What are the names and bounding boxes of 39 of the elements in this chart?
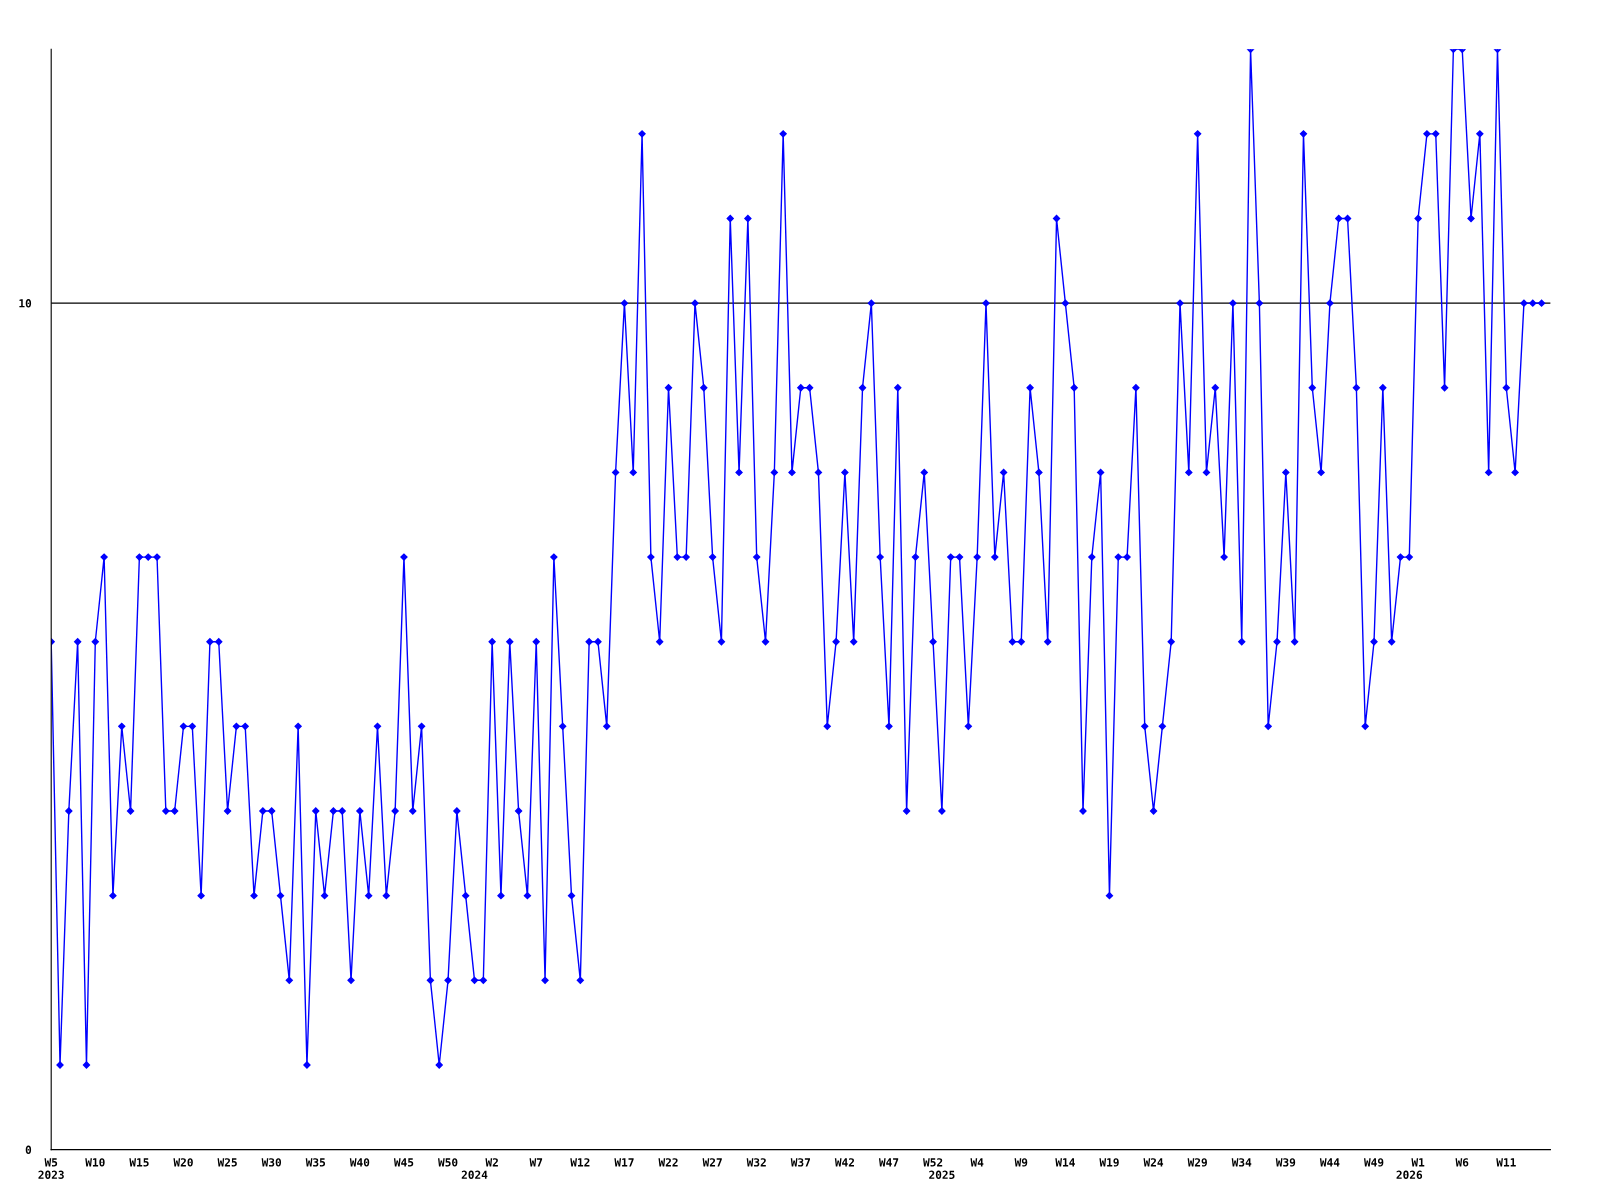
- x-tick-label: W17: [614, 1158, 634, 1167]
- x-tick-label: W14: [1055, 1158, 1075, 1167]
- x-tick-label: W40: [349, 1158, 370, 1167]
- x-tick-label: W10: [85, 1158, 105, 1167]
- x-tick-label: W6: [1455, 1158, 1469, 1167]
- x-tick-label: W49: [1363, 1158, 1384, 1167]
- x-tick-label: 2026: [1396, 1170, 1423, 1179]
- x-tick-label: W35: [305, 1158, 326, 1167]
- x-tick-label: W45: [393, 1158, 414, 1167]
- x-tick-label: W12: [570, 1158, 590, 1167]
- x-tick-label: W22: [658, 1158, 678, 1167]
- x-tick-label: W34: [1231, 1158, 1252, 1167]
- x-tick-label: W50: [438, 1158, 458, 1167]
- x-tick-label: W4: [970, 1158, 984, 1167]
- x-tick-label: W32: [746, 1158, 766, 1167]
- y-tick-label: 10: [19, 299, 32, 308]
- x-tick-label: W25: [217, 1158, 237, 1167]
- x-tick-label: W15: [129, 1158, 149, 1167]
- x-tick-label: W19: [1099, 1158, 1119, 1167]
- x-tick-label: 2025: [929, 1170, 955, 1179]
- x-tick-label: 2024: [461, 1170, 488, 1179]
- x-tick-label: W1: [1411, 1158, 1425, 1167]
- x-tick-label: W24: [1143, 1158, 1164, 1167]
- x-tick-label: W39: [1275, 1158, 1296, 1167]
- y-tick-label: 0: [25, 1145, 32, 1154]
- x-tick-label: W7: [529, 1158, 543, 1167]
- x-tick-label: W20: [173, 1158, 193, 1167]
- x-tick-label: W27: [702, 1158, 722, 1167]
- x-tick-label: W5 2023: [38, 1158, 64, 1179]
- x-tick-label: W30: [261, 1158, 282, 1167]
- x-tick-label: W9: [1014, 1158, 1028, 1167]
- x-tick-label: W37: [790, 1158, 810, 1167]
- x-tick-label: W29: [1187, 1158, 1207, 1167]
- x-tick-label: W44: [1319, 1158, 1340, 1167]
- x-tick-label: W42: [834, 1158, 855, 1167]
- x-tick-label: W11: [1496, 1158, 1516, 1167]
- x-tick-label: W47: [878, 1158, 899, 1167]
- x-tick-label: W52: [923, 1158, 943, 1167]
- x-tick-label: W2: [485, 1158, 498, 1167]
